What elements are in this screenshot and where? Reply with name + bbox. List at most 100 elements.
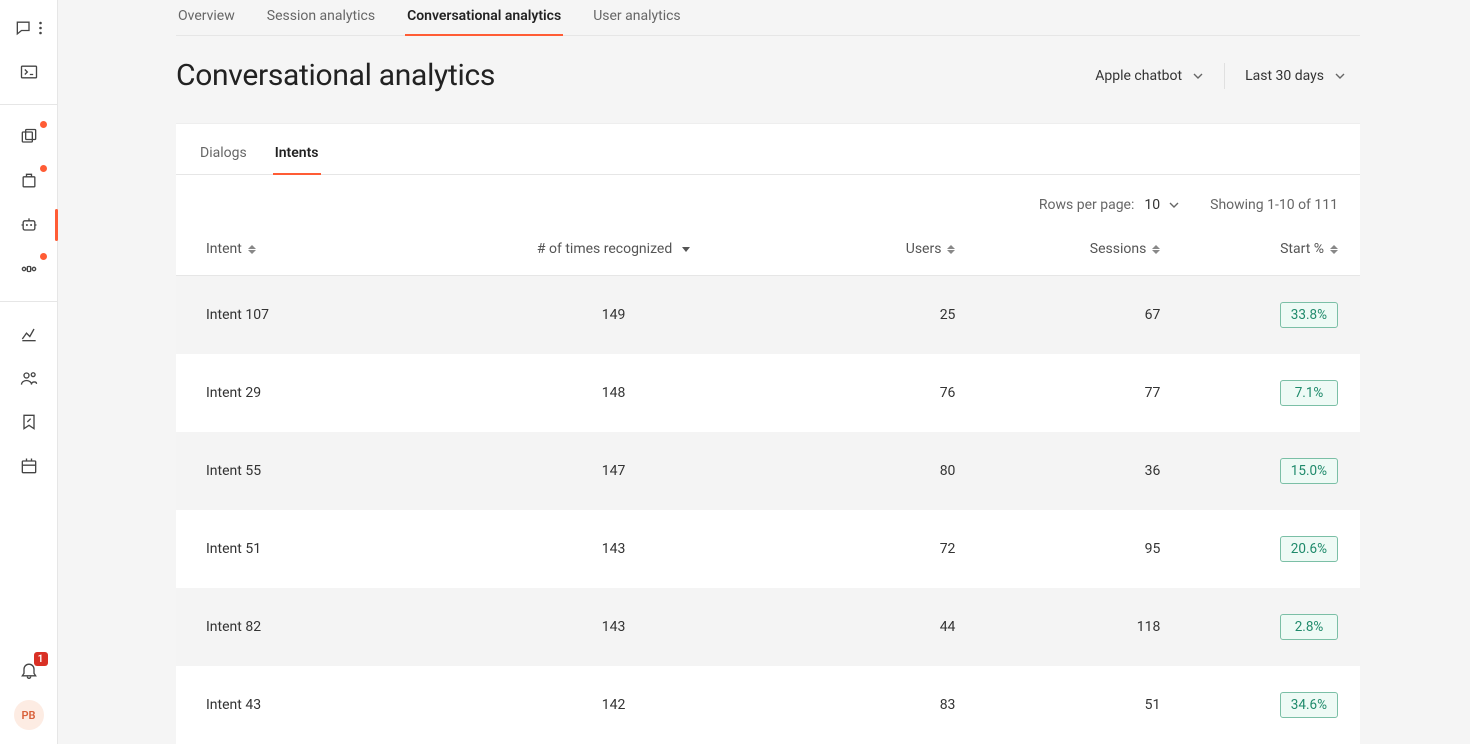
import-icon [19, 127, 39, 147]
section-tabs: Overview Session analytics Conversationa… [176, 0, 1360, 36]
col-users-sort[interactable]: Users [906, 241, 956, 257]
table-row[interactable]: Intent 107149256733.8% [176, 276, 1360, 355]
bot-icon [19, 215, 39, 235]
sidebar-item-import[interactable] [0, 115, 58, 159]
col-recognized-sort[interactable]: # of times recognized [537, 241, 690, 257]
col-recognized-label: # of times recognized [537, 241, 672, 257]
col-intent-label: Intent [206, 241, 242, 257]
cell-sessions: 118 [977, 588, 1182, 666]
terminal-icon [19, 62, 39, 82]
cell-recognized: 143 [431, 510, 819, 588]
cell-start: 2.8% [1182, 588, 1360, 666]
chevron-down-icon [1334, 70, 1346, 82]
showing-text: Showing 1-10 of 111 [1210, 197, 1338, 213]
cell-start: 15.0% [1182, 432, 1360, 510]
cell-start: 7.1% [1182, 354, 1360, 432]
cell-users: 76 [819, 354, 978, 432]
col-start-sort[interactable]: Start % [1280, 241, 1338, 257]
page-header: Conversational analytics Apple chatbot L… [176, 58, 1360, 93]
subtab-dialogs[interactable]: Dialogs [198, 135, 249, 175]
sidebar: 1 PB [0, 0, 58, 744]
intents-table: Intent # of times recognized Users [176, 223, 1360, 744]
badge-dot [40, 121, 47, 128]
sidebar-item-flow[interactable] [0, 247, 58, 291]
pagination-bar: Rows per page: 10 Showing 1-10 of 111 [176, 175, 1360, 223]
rows-per-page: Rows per page: 10 [1039, 197, 1180, 213]
subtabs: Dialogs Intents [176, 134, 1360, 175]
rpp-value: 10 [1144, 197, 1160, 213]
flow-icon [19, 259, 39, 279]
bot-selector[interactable]: Apple chatbot [1081, 62, 1218, 90]
cell-users: 83 [819, 666, 978, 744]
cell-sessions: 36 [977, 432, 1182, 510]
tab-user-analytics[interactable]: User analytics [591, 8, 682, 36]
page-title: Conversational analytics [176, 58, 495, 93]
main-content: Overview Session analytics Conversationa… [58, 0, 1470, 744]
cell-recognized: 147 [431, 432, 819, 510]
start-badge: 15.0% [1280, 458, 1338, 484]
cell-users: 25 [819, 276, 978, 355]
subtab-intents[interactable]: Intents [273, 135, 321, 175]
sidebar-item-calendar[interactable] [0, 444, 58, 488]
sidebar-item-users[interactable] [0, 356, 58, 400]
cell-sessions: 77 [977, 354, 1182, 432]
col-sessions-label: Sessions [1090, 241, 1147, 257]
col-users-label: Users [906, 241, 942, 257]
col-sessions-sort[interactable]: Sessions [1090, 241, 1161, 257]
cell-recognized: 142 [431, 666, 819, 744]
cell-recognized: 149 [431, 276, 819, 355]
table-row[interactable]: Intent 8214344118 2.8% [176, 588, 1360, 666]
sidebar-item-analytics[interactable] [0, 312, 58, 356]
cell-start: 34.6% [1182, 666, 1360, 744]
notification-badge: 1 [34, 652, 48, 666]
cell-intent: Intent 43 [176, 666, 431, 744]
cell-start: 33.8% [1182, 276, 1360, 355]
export-icon [19, 171, 39, 191]
analytics-icon [19, 324, 39, 344]
cell-sessions: 51 [977, 666, 1182, 744]
daterange-label: Last 30 days [1245, 68, 1324, 84]
sidebar-item-chat[interactable] [0, 6, 58, 50]
sort-icon [947, 245, 955, 254]
sidebar-item-export[interactable] [0, 159, 58, 203]
rpp-selector[interactable]: 10 [1144, 197, 1180, 213]
col-start-label: Start % [1280, 241, 1324, 257]
cell-users: 80 [819, 432, 978, 510]
start-badge: 33.8% [1280, 302, 1338, 328]
cell-users: 44 [819, 588, 978, 666]
sidebar-divider [0, 104, 57, 105]
cell-intent: Intent 82 [176, 588, 431, 666]
daterange-selector[interactable]: Last 30 days [1231, 62, 1360, 90]
cell-sessions: 67 [977, 276, 1182, 355]
tab-conversational-analytics[interactable]: Conversational analytics [405, 8, 563, 36]
table-row[interactable]: Intent 51143729520.6% [176, 510, 1360, 588]
avatar[interactable]: PB [14, 700, 44, 730]
chevron-down-icon [1168, 199, 1180, 211]
cell-intent: Intent 29 [176, 354, 431, 432]
table-row[interactable]: Intent 431428351 34.6% [176, 666, 1360, 744]
cell-sessions: 95 [977, 510, 1182, 588]
dots-icon [37, 21, 44, 35]
start-badge: 20.6% [1280, 536, 1338, 562]
cell-recognized: 148 [431, 354, 819, 432]
tab-overview[interactable]: Overview [176, 8, 237, 36]
sidebar-item-bot[interactable] [0, 203, 58, 247]
sort-icon [1152, 245, 1160, 254]
start-badge: 34.6% [1280, 692, 1338, 718]
tab-session-analytics[interactable]: Session analytics [265, 8, 377, 36]
sidebar-item-terminal[interactable] [0, 50, 58, 94]
calendar-icon [19, 456, 39, 476]
sidebar-item-notifications[interactable]: 1 [0, 648, 58, 692]
table-row[interactable]: Intent 55147803615.0% [176, 432, 1360, 510]
bot-selector-label: Apple chatbot [1095, 68, 1182, 84]
sort-icon [248, 245, 256, 254]
bookmark-icon [19, 412, 39, 432]
cell-recognized: 143 [431, 588, 819, 666]
start-badge: 2.8% [1280, 614, 1338, 640]
table-row[interactable]: Intent 2914876777.1% [176, 354, 1360, 432]
cell-start: 20.6% [1182, 510, 1360, 588]
sidebar-item-bookmark[interactable] [0, 400, 58, 444]
header-filters: Apple chatbot Last 30 days [1081, 62, 1360, 90]
col-intent-sort[interactable]: Intent [206, 241, 256, 257]
badge-dot [40, 165, 47, 172]
